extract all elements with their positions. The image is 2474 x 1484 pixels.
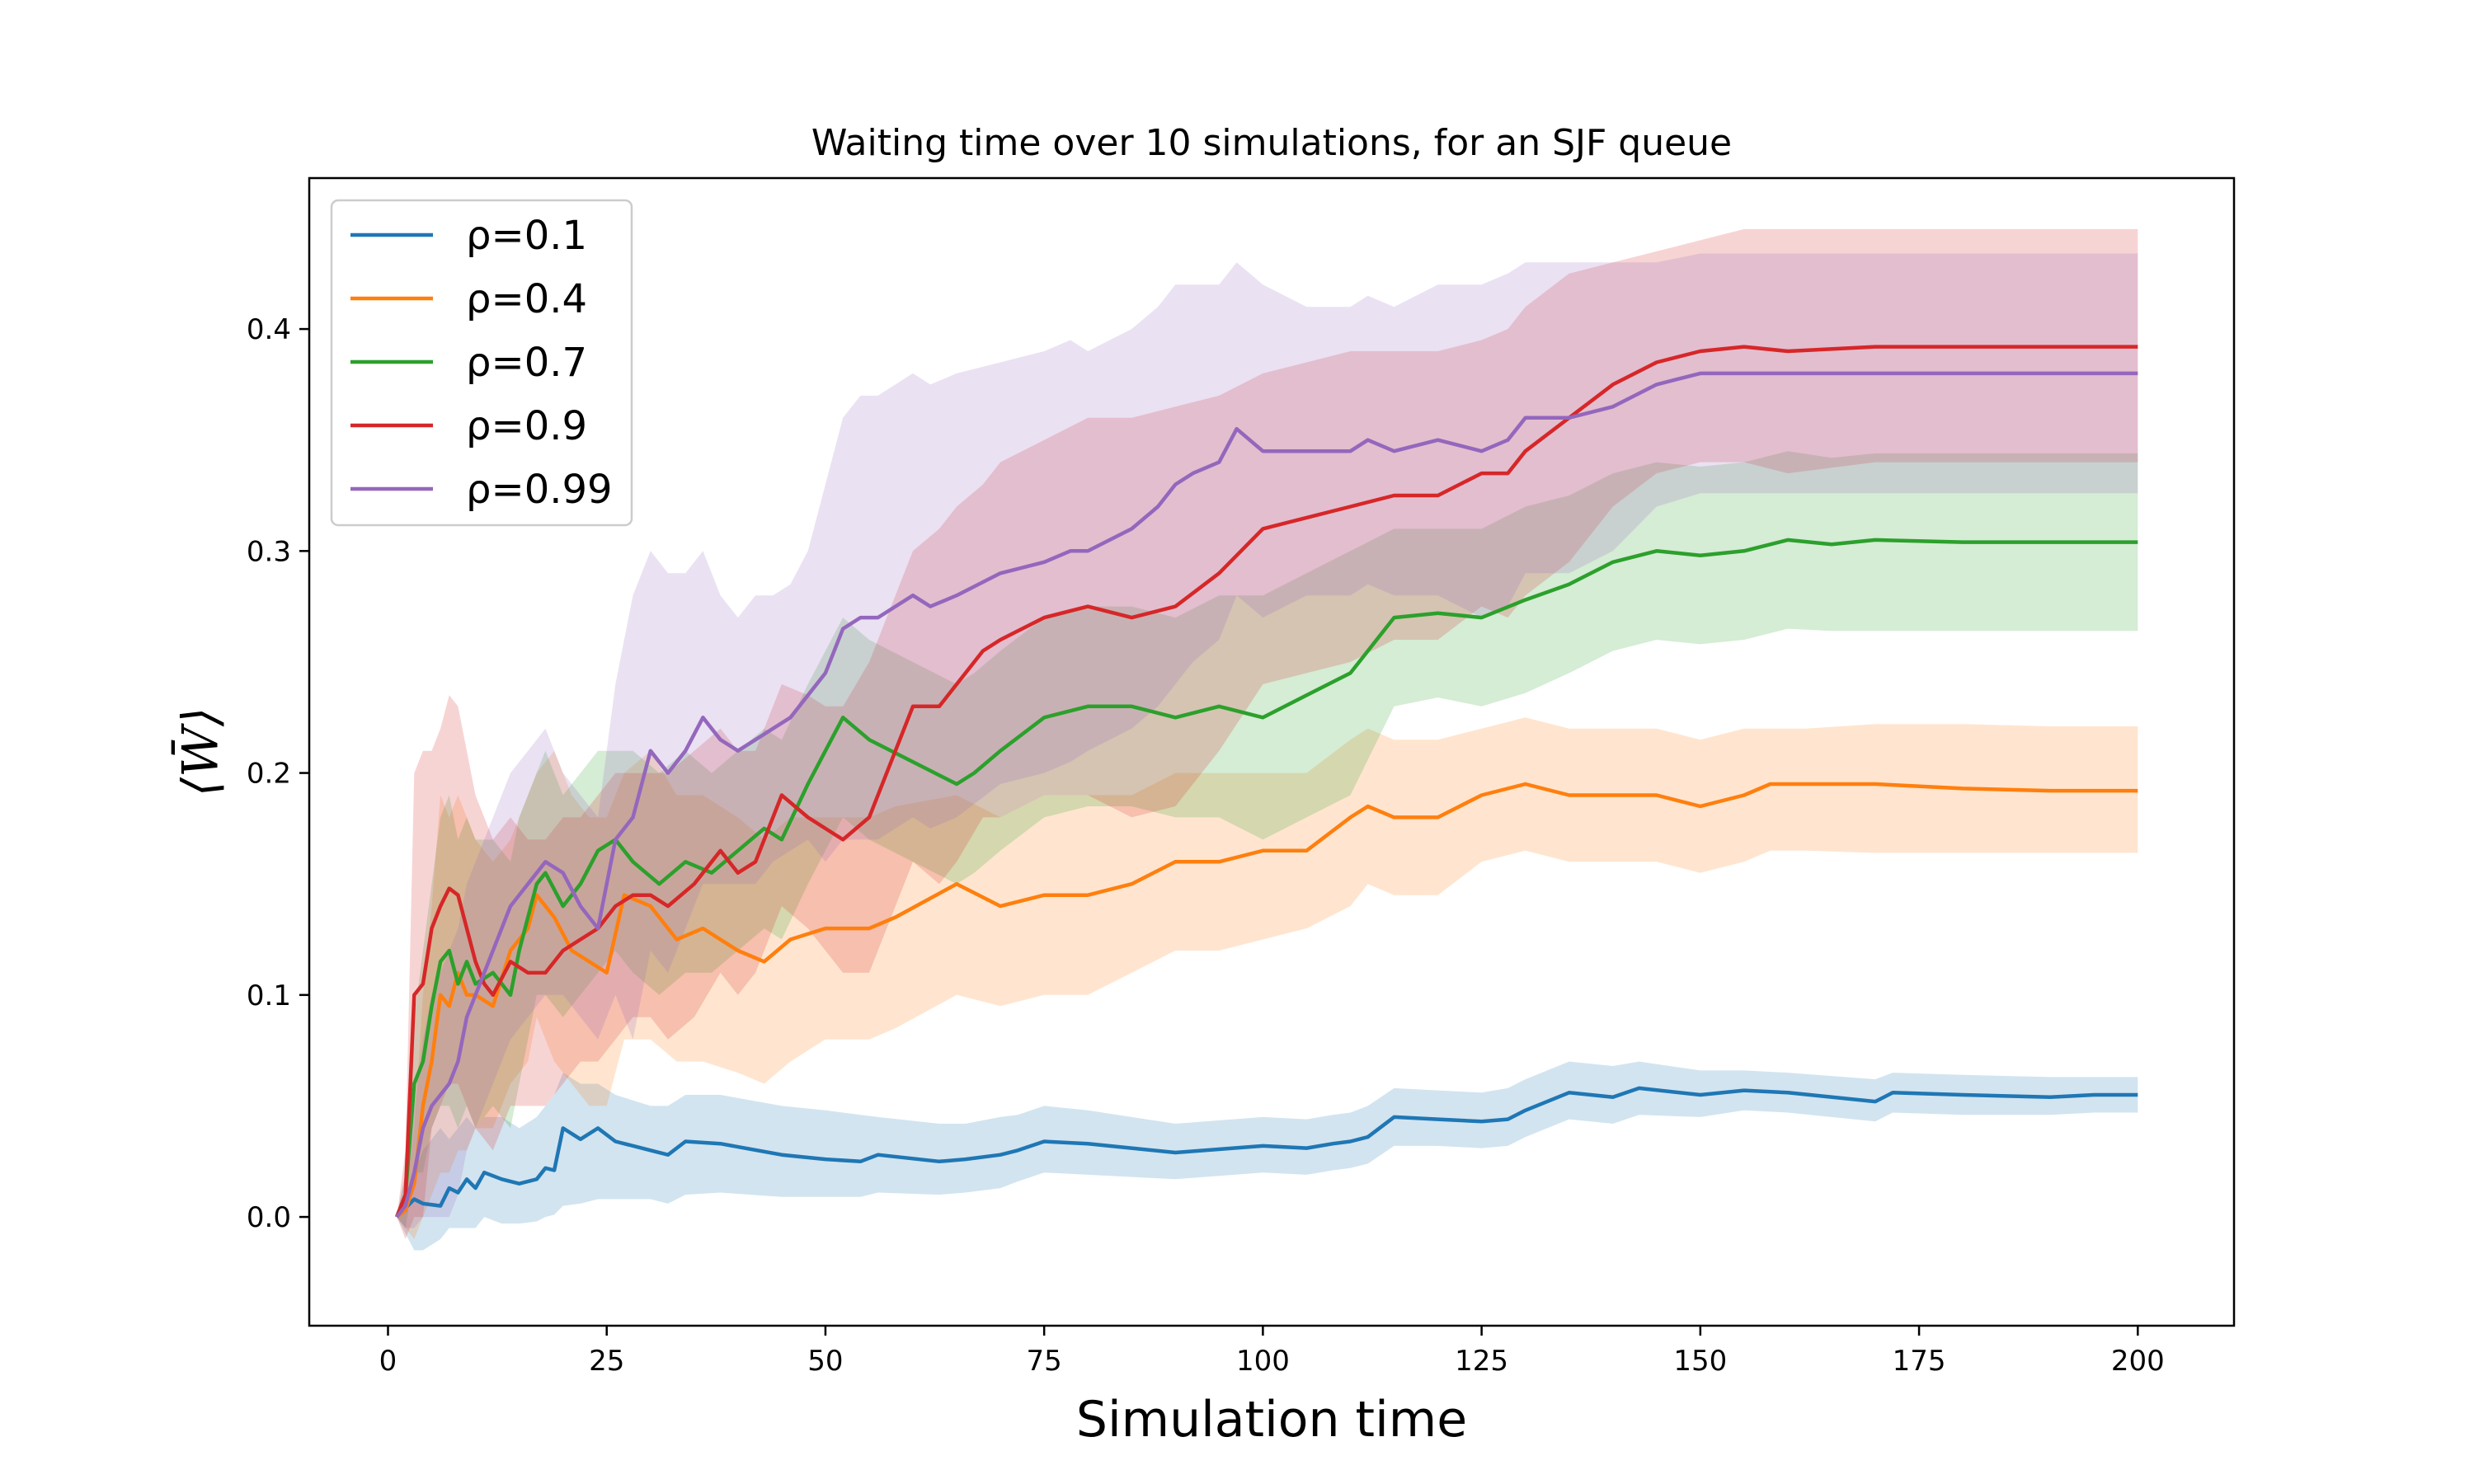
y-axis-ticks: 0.0 0.1 0.2 0.3 0.4 xyxy=(247,313,309,1234)
band-rho-0-1 xyxy=(397,1061,2138,1251)
x-tick-label: 50 xyxy=(807,1345,843,1378)
x-tick-label: 150 xyxy=(1673,1345,1727,1378)
x-tick-label: 0 xyxy=(379,1345,397,1378)
line-rho-0-99 xyxy=(395,371,2138,1219)
y-tick-label: 0.1 xyxy=(247,979,291,1012)
chart-title: Waiting time over 10 simulations, for an… xyxy=(811,122,1732,164)
band-rho-0-99 xyxy=(397,253,2138,1228)
band-rho-0-4 xyxy=(397,717,2138,1239)
y-axis-label-group: ⟨W̄⟩ xyxy=(172,707,230,797)
x-tick-label: 100 xyxy=(1236,1345,1290,1378)
legend-label-rho-0-7: ρ=0.7 xyxy=(466,340,587,386)
line-rho-0-1 xyxy=(395,1086,2138,1219)
legend: ρ=0.1 ρ=0.4 ρ=0.7 ρ=0.9 ρ=0.99 xyxy=(330,199,633,527)
x-axis-ticks: 0 25 50 75 100 125 150 175 200 xyxy=(379,1326,2165,1378)
plot-area-frame xyxy=(308,176,2236,1327)
y-tick-label: 0.2 xyxy=(247,758,291,791)
confidence-bands xyxy=(397,228,2138,1251)
band-rho-0-9 xyxy=(397,228,2138,1239)
legend-label-rho-0-1: ρ=0.1 xyxy=(466,213,587,259)
legend-label-rho-0-9: ρ=0.9 xyxy=(466,403,587,449)
x-tick-label: 175 xyxy=(1893,1345,1946,1378)
x-tick-label: 200 xyxy=(2111,1345,2165,1378)
y-tick-label: 0.3 xyxy=(247,535,291,568)
legend-label-rho-0-4: ρ=0.4 xyxy=(466,276,587,322)
x-tick-label: 75 xyxy=(1027,1345,1062,1378)
x-tick-label: 125 xyxy=(1455,1345,1508,1378)
y-tick-label: 0.4 xyxy=(247,313,291,346)
y-axis-label: ⟨W̄⟩ xyxy=(172,707,230,797)
series-lines xyxy=(395,345,2138,1219)
legend-box xyxy=(330,199,633,527)
y-tick-label: 0.0 xyxy=(247,1201,291,1234)
legend-label-rho-0-99: ρ=0.99 xyxy=(466,467,613,513)
x-tick-label: 25 xyxy=(589,1345,624,1378)
x-axis-label: Simulation time xyxy=(1076,1391,1467,1449)
band-rho-0-7 xyxy=(397,451,2138,1228)
